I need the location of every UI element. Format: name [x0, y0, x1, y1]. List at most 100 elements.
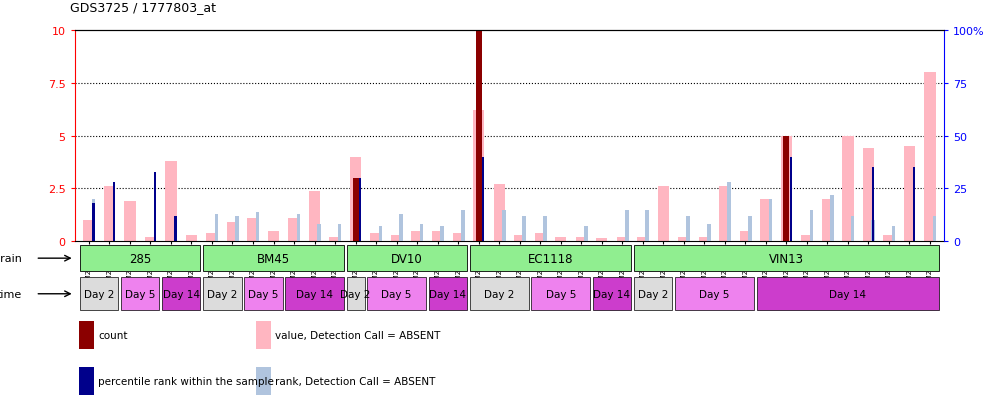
Bar — [687, 216, 690, 242]
Bar — [154, 172, 156, 242]
Bar — [452, 233, 464, 242]
Text: Day 14: Day 14 — [429, 289, 466, 299]
Text: time: time — [0, 289, 23, 299]
Bar — [419, 225, 423, 242]
Text: Day 14: Day 14 — [163, 289, 200, 299]
Bar — [932, 216, 936, 242]
Text: count: count — [98, 330, 128, 340]
FancyBboxPatch shape — [675, 278, 754, 311]
Bar — [379, 227, 383, 242]
Bar — [535, 233, 546, 242]
Text: GDS3725 / 1777803_at: GDS3725 / 1777803_at — [71, 1, 217, 14]
Bar — [768, 199, 772, 242]
Bar — [851, 216, 854, 242]
Text: Day 14: Day 14 — [593, 289, 630, 299]
FancyBboxPatch shape — [531, 278, 590, 311]
Bar — [871, 221, 875, 242]
FancyBboxPatch shape — [469, 245, 631, 272]
Bar — [473, 111, 484, 242]
Text: VIN13: VIN13 — [768, 252, 804, 265]
Text: rank, Detection Call = ABSENT: rank, Detection Call = ABSENT — [275, 376, 435, 386]
Bar — [904, 147, 915, 242]
Text: EC1118: EC1118 — [528, 252, 574, 265]
Bar — [165, 161, 177, 242]
FancyBboxPatch shape — [469, 278, 529, 311]
Bar — [748, 216, 751, 242]
Bar — [317, 225, 321, 242]
Text: Day 2: Day 2 — [340, 289, 371, 299]
Bar — [412, 231, 422, 242]
Bar — [707, 225, 711, 242]
FancyBboxPatch shape — [203, 278, 242, 311]
FancyBboxPatch shape — [634, 245, 939, 272]
Bar — [248, 218, 258, 242]
FancyBboxPatch shape — [428, 278, 467, 311]
Bar — [236, 216, 239, 242]
Bar — [884, 235, 895, 242]
Text: Day 5: Day 5 — [248, 289, 278, 299]
Bar — [576, 237, 586, 242]
Bar — [80, 368, 93, 395]
FancyBboxPatch shape — [162, 278, 201, 311]
Bar — [494, 185, 505, 242]
Bar — [760, 199, 771, 242]
Text: 285: 285 — [129, 252, 151, 265]
Bar — [830, 195, 834, 242]
Bar — [91, 199, 95, 242]
Text: percentile rank within the sample: percentile rank within the sample — [98, 376, 274, 386]
Text: Day 2: Day 2 — [207, 289, 238, 299]
Bar — [350, 157, 361, 242]
Bar — [207, 233, 218, 242]
Text: Day 14: Day 14 — [296, 289, 333, 299]
Bar — [583, 227, 587, 242]
Bar — [255, 212, 259, 242]
Bar — [740, 231, 750, 242]
Bar — [523, 216, 526, 242]
Bar — [892, 227, 896, 242]
Bar — [112, 183, 115, 242]
Bar — [83, 221, 94, 242]
Bar — [296, 214, 300, 242]
Bar — [92, 204, 94, 242]
Bar — [80, 321, 93, 349]
FancyBboxPatch shape — [347, 245, 467, 272]
Bar — [268, 231, 279, 242]
Text: strain: strain — [0, 254, 23, 263]
Bar — [924, 73, 935, 242]
Bar — [616, 237, 628, 242]
Bar — [359, 178, 362, 242]
Bar — [872, 168, 874, 242]
Text: Day 5: Day 5 — [125, 289, 155, 299]
Bar — [174, 216, 177, 242]
Text: Day 5: Day 5 — [546, 289, 576, 299]
FancyBboxPatch shape — [80, 278, 118, 311]
Bar — [789, 157, 792, 242]
Bar — [256, 368, 270, 395]
Bar — [543, 216, 547, 242]
Bar — [637, 237, 648, 242]
Bar — [502, 210, 506, 242]
Bar — [912, 168, 915, 242]
Text: BM45: BM45 — [257, 252, 290, 265]
Bar — [822, 199, 833, 242]
Bar — [482, 157, 484, 242]
Text: Day 2: Day 2 — [484, 289, 514, 299]
Bar — [863, 149, 874, 242]
Text: Day 14: Day 14 — [829, 289, 867, 299]
Bar — [256, 321, 270, 349]
Bar — [728, 183, 732, 242]
Bar — [645, 210, 649, 242]
Text: DV10: DV10 — [391, 252, 422, 265]
Bar — [145, 237, 156, 242]
Bar — [329, 237, 341, 242]
Bar — [227, 223, 239, 242]
FancyBboxPatch shape — [80, 245, 201, 272]
Bar — [625, 210, 628, 242]
FancyBboxPatch shape — [347, 278, 365, 311]
Bar — [215, 214, 219, 242]
Bar — [371, 233, 382, 242]
Bar — [801, 235, 812, 242]
Bar — [658, 187, 669, 242]
Bar — [475, 31, 482, 242]
Bar — [353, 178, 359, 242]
